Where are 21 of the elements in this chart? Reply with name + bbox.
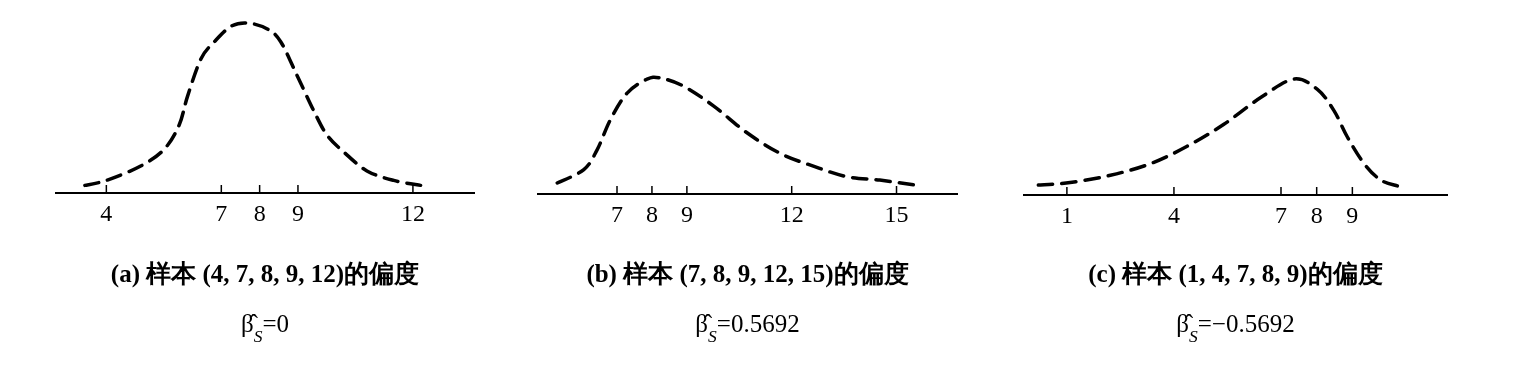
text: β̂$_{S}$=0 xyxy=(240,310,290,346)
x-tick-label: 8 xyxy=(253,200,266,226)
x-tick-label: 7 xyxy=(1275,202,1287,228)
x-tick-label: 4 xyxy=(1167,202,1180,228)
x-tick-label: 12 xyxy=(400,200,425,226)
x-tick-label: 12 xyxy=(779,201,804,227)
x-axis-title: (b) 样本 (7, 8, 9, 12, 15)的偏度 xyxy=(586,260,909,288)
x-tick-label: 9 xyxy=(291,200,304,226)
x-axis-title: (c) 样本 (1, 4, 7, 8, 9)的偏度 xyxy=(1088,260,1383,288)
x-tick-label: 7 xyxy=(215,200,228,226)
x-tick-label: 4 xyxy=(100,200,113,226)
x-tick-label: 9 xyxy=(1346,202,1359,228)
x-tick-label: 8 xyxy=(645,201,658,227)
x-tick-label: 7 xyxy=(611,201,624,227)
x-tick-label: 15 xyxy=(884,201,909,227)
text: β̂$_{S}$=−0.5692 xyxy=(1176,310,1295,346)
x-axis-title: (a) 样本 (4, 7, 8, 9, 12)的偏度 xyxy=(110,260,420,288)
text: β̂$_{S}$=0.5692 xyxy=(695,310,800,346)
x-tick-label: 8 xyxy=(1310,202,1323,228)
x-tick-label: 1 xyxy=(1060,202,1073,228)
x-tick-label: 9 xyxy=(680,201,693,227)
